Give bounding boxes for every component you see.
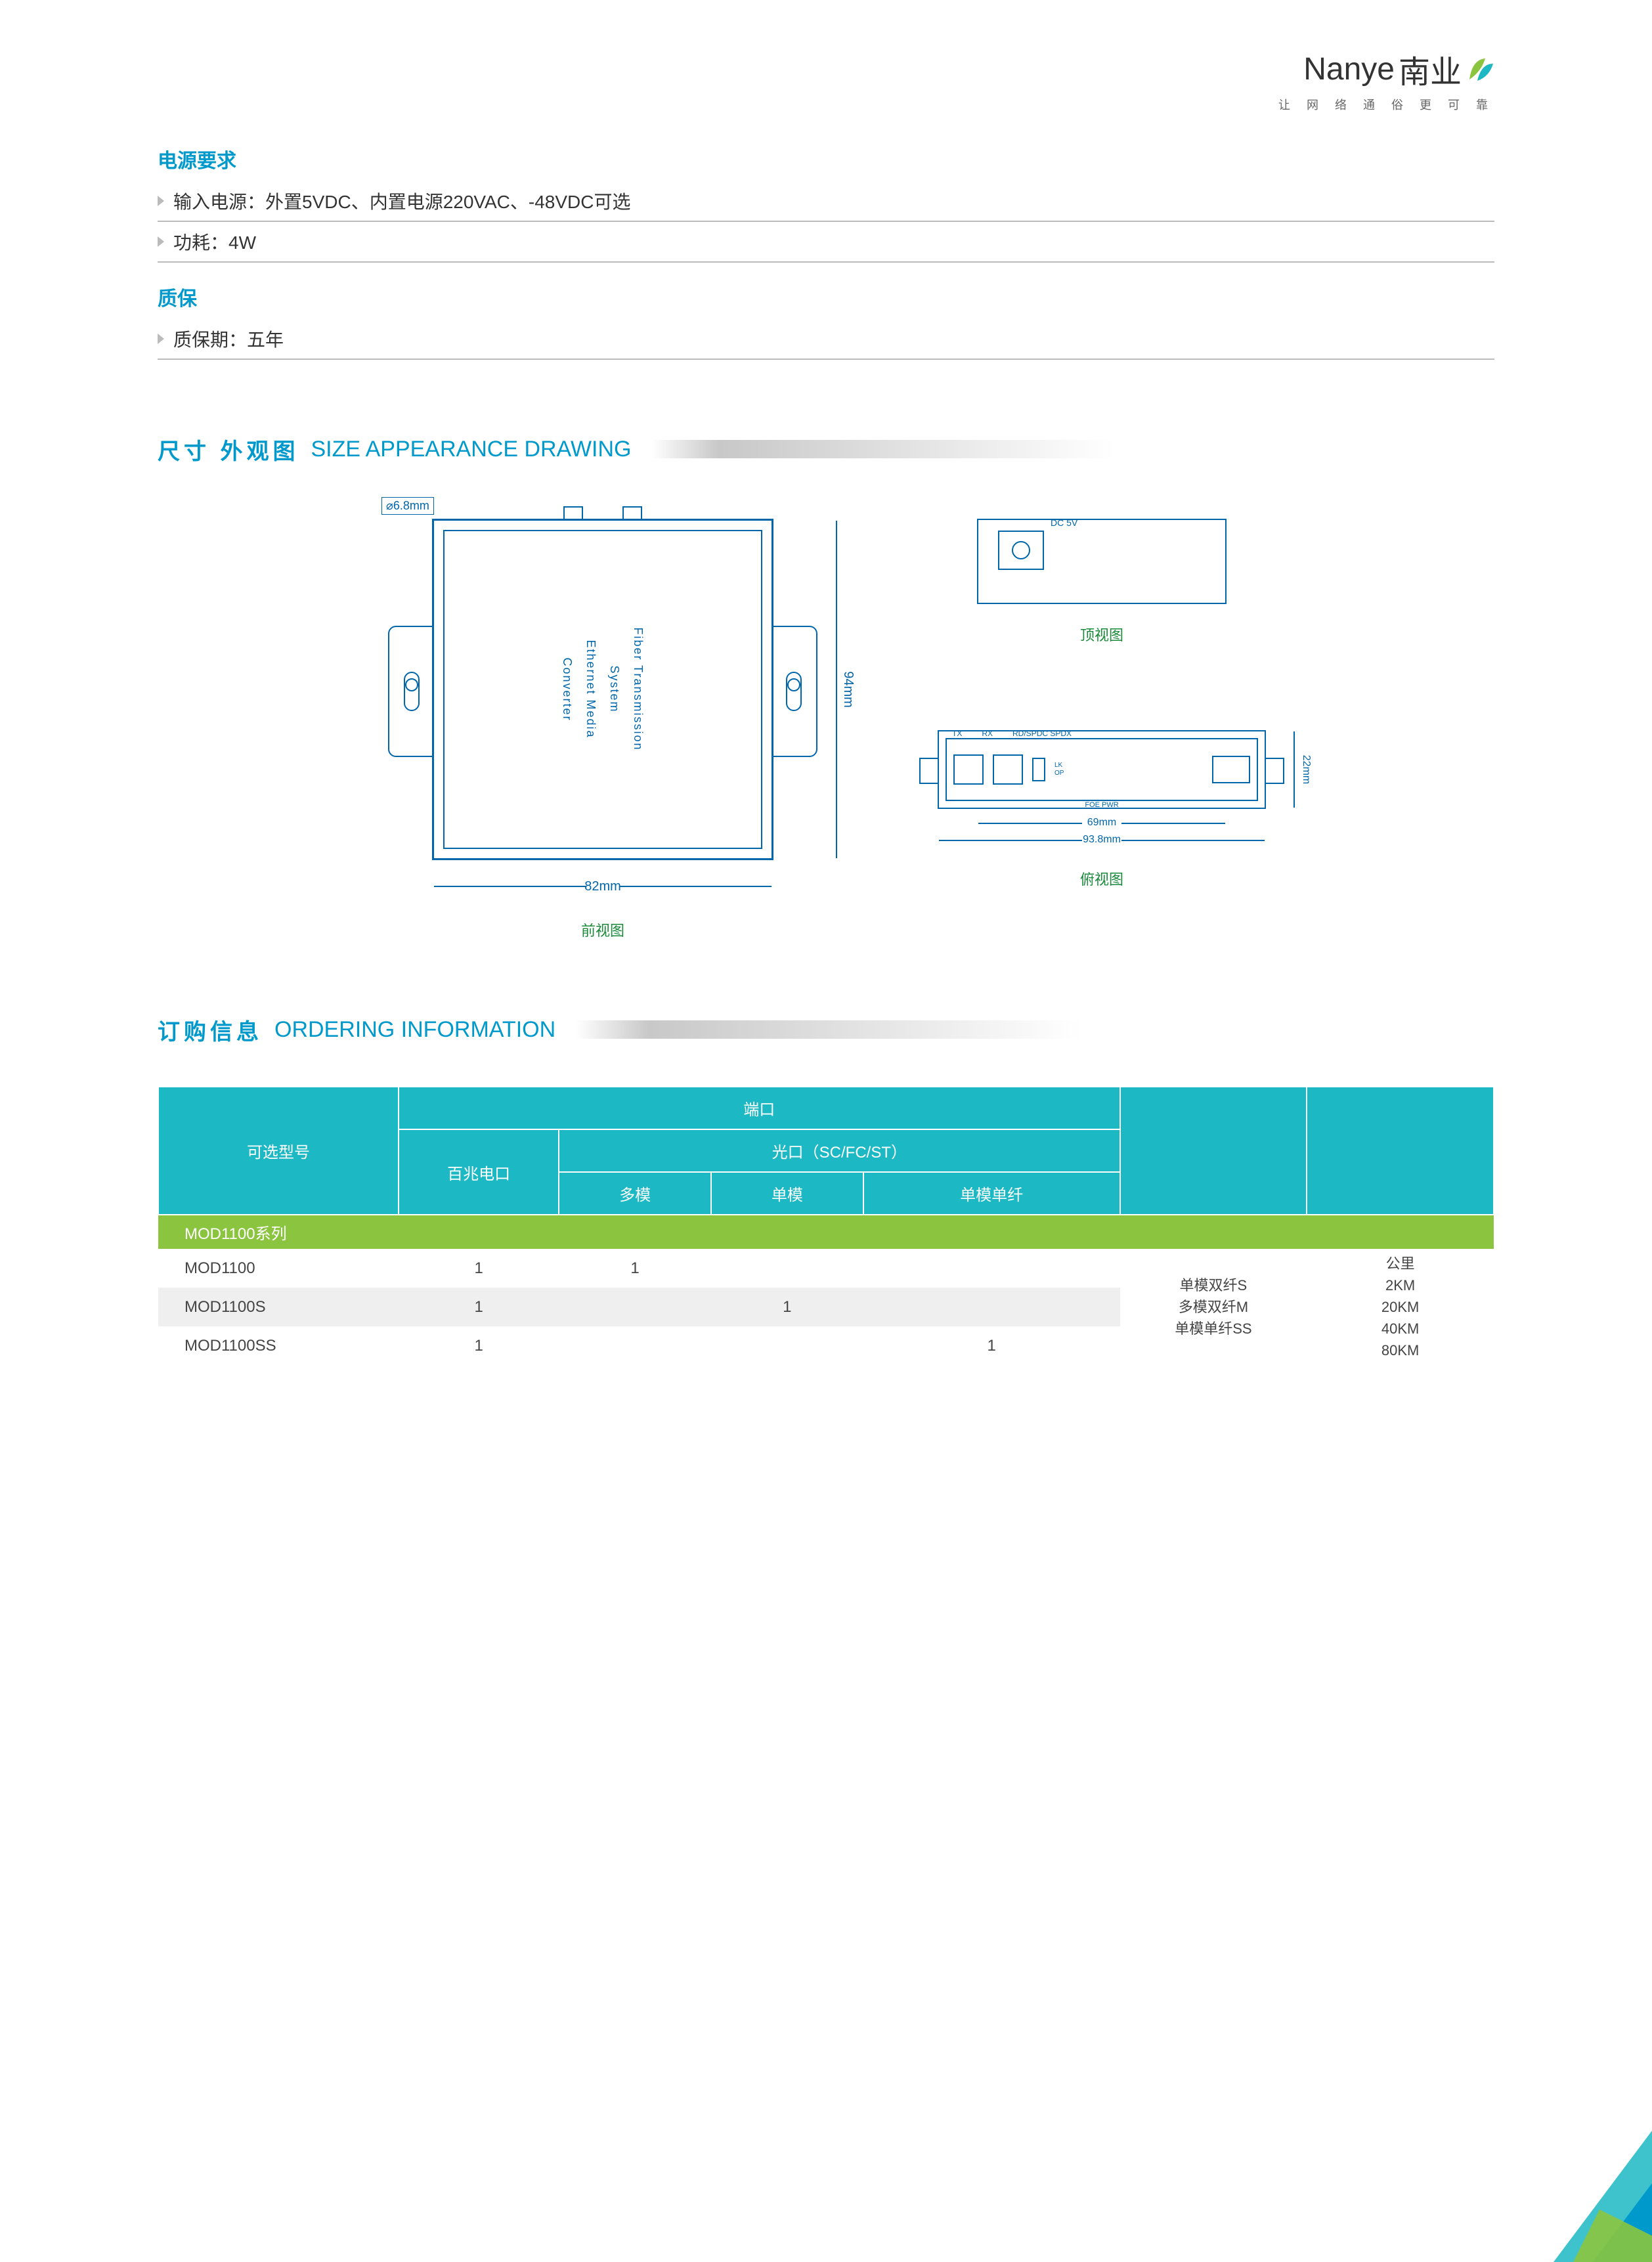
inner-lbl: OP xyxy=(1054,770,1064,777)
th-eth: 百兆电口 xyxy=(399,1129,559,1215)
section-gradient-bar xyxy=(575,1020,1494,1039)
mount-wing-right xyxy=(772,626,817,757)
rear-lbl: TX xyxy=(952,729,962,738)
brand-name-en: Nanye xyxy=(1303,51,1395,87)
rear-height-dim: 22mm xyxy=(1300,755,1312,784)
cell xyxy=(863,1249,1120,1288)
top-protrusions xyxy=(563,506,642,519)
hole-dimension: ⌀6.8mm xyxy=(381,497,434,515)
front-inner: Fiber Transmission System Ethernet Media… xyxy=(443,530,762,849)
section-header-ordering: 订购信息 ORDERING INFORMATION xyxy=(158,1012,1494,1047)
spec-line: 输入电源：外置5VDC、内置电源220VAC、-48VDC可选 xyxy=(158,181,1494,222)
front-box: ⌀6.8mm Fiber Transmission System Etherne… xyxy=(432,519,773,860)
rear-width-outer: 93.8mm xyxy=(939,834,1265,846)
cell xyxy=(863,1288,1120,1326)
bullet-icon xyxy=(158,334,164,344)
series-label: MOD1100系列 xyxy=(158,1215,1494,1249)
cell: 1 xyxy=(711,1288,863,1326)
cell: 1 xyxy=(863,1326,1120,1365)
top-view-box: DC 5V xyxy=(977,519,1227,604)
cell-model: MOD1100SS xyxy=(158,1326,399,1365)
inner-lbl: LK xyxy=(1054,762,1064,770)
cell: 1 xyxy=(559,1249,711,1288)
height-dimension: 94mm xyxy=(824,521,850,858)
section-header-drawing: 尺寸 外观图 SIZE APPEARANCE DRAWING xyxy=(158,432,1494,466)
table-row: MOD1100 1 1 单模双纤S 多模双纤M 单模单纤SS 公里 2KM 20… xyxy=(158,1249,1494,1288)
port-rj45-icon xyxy=(1212,756,1250,783)
port-led-icon xyxy=(1032,758,1045,781)
th-optical: 光口（SC/FC/ST） xyxy=(559,1129,1119,1172)
brand-logo: Nanye 南业 让 网 络 通 俗 更 可 靠 xyxy=(1278,46,1494,113)
spec-warranty: 质保 质保期：五年 xyxy=(158,282,1494,360)
rear-bottom-label: FOE PWR xyxy=(1085,801,1118,809)
th-blank xyxy=(1120,1087,1307,1215)
cell: 1 xyxy=(399,1249,559,1288)
cell xyxy=(711,1326,863,1365)
spec-line: 质保期：五年 xyxy=(158,319,1494,360)
section-title-en: SIZE APPEARANCE DRAWING xyxy=(311,437,631,462)
cell xyxy=(559,1326,711,1365)
rear-lbl: RD/SPDC SPDX xyxy=(1012,729,1072,738)
top-view: DC 5V 顶视图 xyxy=(918,519,1286,645)
table-series-row: MOD1100系列 xyxy=(158,1215,1494,1249)
cell xyxy=(559,1288,711,1326)
front-view: ⌀6.8mm Fiber Transmission System Etherne… xyxy=(366,519,839,940)
cell xyxy=(711,1249,863,1288)
corner-decoration xyxy=(1534,2104,1652,2262)
section-title-cn: 尺寸 外观图 xyxy=(158,433,299,466)
cell-model: MOD1100 xyxy=(158,1249,399,1288)
section-title-en: ORDERING INFORMATION xyxy=(274,1017,555,1043)
section-gradient-bar xyxy=(651,440,1494,458)
th-model: 可选型号 xyxy=(158,1087,399,1215)
top-caption: 顶视图 xyxy=(918,624,1286,645)
rear-width-inner: 69mm xyxy=(978,817,1226,829)
cell: 1 xyxy=(399,1326,559,1365)
spec-text: 功耗：4W xyxy=(173,228,256,255)
spec-power: 电源要求 输入电源：外置5VDC、内置电源220VAC、-48VDC可选 功耗：… xyxy=(158,144,1494,263)
front-caption: 前视图 xyxy=(366,919,839,940)
mount-wing-left xyxy=(388,626,434,757)
dc-label: DC 5V xyxy=(1051,517,1077,528)
spec-power-title: 电源要求 xyxy=(158,144,1494,173)
bullet-icon xyxy=(158,196,164,206)
section-title-cn: 订购信息 xyxy=(158,1014,263,1046)
side-views: DC 5V 顶视图 TX RX RD/SPDC SPDX xyxy=(918,519,1286,940)
brand-name-cn: 南业 xyxy=(1399,46,1462,92)
width-dimension: 82mm xyxy=(434,879,772,894)
leaf-icon xyxy=(1466,54,1494,83)
rear-box: TX RX RD/SPDC SPDX LK OP FO xyxy=(938,730,1266,809)
rear-view: TX RX RD/SPDC SPDX LK OP FO xyxy=(918,684,1286,889)
port-tx-icon xyxy=(953,754,984,785)
port-rx-icon xyxy=(993,754,1023,785)
rear-lbl: RX xyxy=(982,729,993,738)
brand-tagline: 让 网 络 通 俗 更 可 靠 xyxy=(1278,96,1494,113)
spec-warranty-title: 质保 xyxy=(158,282,1494,311)
fiber-notes: 单模双纤S 多模双纤M 单模单纤SS xyxy=(1120,1249,1307,1365)
th-mm: 多模 xyxy=(559,1172,711,1215)
height-dimension-text: 94mm xyxy=(840,671,856,708)
ordering-table: 可选型号 端口 百兆电口 光口（SC/FC/ST） 多模 单模 单模单纤 MOD… xyxy=(158,1086,1494,1365)
spec-line: 功耗：4W xyxy=(158,222,1494,263)
rear-caption: 俯视图 xyxy=(918,868,1286,889)
spec-text: 质保期：五年 xyxy=(173,326,284,352)
th-blank xyxy=(1307,1087,1494,1215)
th-sm: 单模 xyxy=(711,1172,863,1215)
spec-text: 输入电源：外置5VDC、内置电源220VAC、-48VDC可选 xyxy=(173,188,631,214)
cell-model: MOD1100S xyxy=(158,1288,399,1326)
dc-port-icon xyxy=(998,531,1044,570)
cell: 1 xyxy=(399,1288,559,1326)
th-ports: 端口 xyxy=(399,1087,1119,1129)
th-sm-single: 单模单纤 xyxy=(863,1172,1120,1215)
distance-notes: 公里 2KM 20KM 40KM 80KM xyxy=(1307,1249,1494,1365)
bullet-icon xyxy=(158,236,164,247)
device-label-1: Fiber Transmission System xyxy=(608,628,645,751)
drawings-container: ⌀6.8mm Fiber Transmission System Etherne… xyxy=(158,519,1494,940)
device-label-2: Ethernet Media Converter xyxy=(561,640,598,739)
